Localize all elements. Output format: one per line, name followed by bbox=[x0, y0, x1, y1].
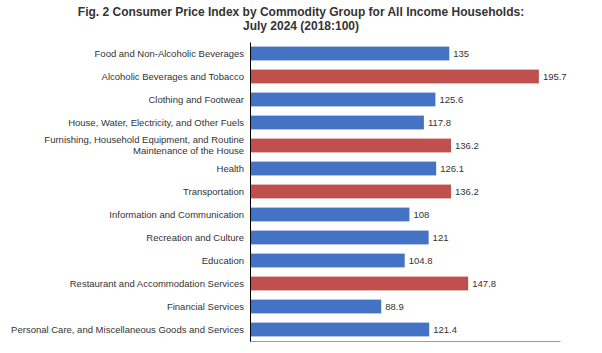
data-label: 195.7 bbox=[543, 71, 567, 82]
tick-label-line: Alcoholic Beverages and Tobacco bbox=[102, 71, 244, 82]
bar bbox=[250, 254, 405, 268]
title-line: July 2024 (2018:100) bbox=[243, 19, 359, 33]
data-label: 136.2 bbox=[455, 186, 479, 197]
tick: Transportation bbox=[183, 186, 250, 197]
y-axis: Food and Non-Alcoholic Beverages Alcoholi… bbox=[11, 43, 250, 342]
tick-label-line: Maintenance of the House bbox=[133, 145, 244, 156]
data-label: 108 bbox=[413, 209, 429, 220]
tick-label: Personal Care, and Miscellaneous Goods a… bbox=[11, 324, 244, 335]
tick: Education bbox=[202, 255, 250, 266]
bar bbox=[250, 162, 436, 176]
data-label: 125.6 bbox=[439, 94, 463, 105]
tick-label: Alcoholic Beverages and Tobacco bbox=[102, 71, 244, 82]
tick-label: Education bbox=[202, 255, 244, 266]
y-axis-line bbox=[250, 43, 251, 342]
data-label: 136.2 bbox=[455, 140, 479, 151]
tick-label: Transportation bbox=[183, 186, 244, 197]
data-label: 121 bbox=[433, 232, 449, 243]
tick-label: Health bbox=[217, 163, 244, 174]
data-labels: 135 195.7 125.6 117.8 136.2 126.1 136.2 108 121 1… bbox=[385, 48, 566, 335]
tick-label: Clothing and Footwear bbox=[148, 94, 244, 105]
tick-label-line: Information and Communication bbox=[109, 209, 244, 220]
tick-label: Information and Communication bbox=[109, 209, 244, 220]
bar bbox=[250, 300, 381, 314]
tick-label: Recreation and Culture bbox=[146, 232, 244, 243]
data-label: 104.8 bbox=[409, 255, 433, 266]
bar bbox=[250, 277, 468, 291]
tick-label-line: Furnishing, Household Equipment, and Rou… bbox=[44, 134, 244, 145]
data-label: 126.1 bbox=[440, 163, 464, 174]
data-label: 117.8 bbox=[428, 117, 451, 128]
tick-label-line: Health bbox=[217, 163, 244, 174]
tick-label: House, Water, Electricity, and Other Fue… bbox=[68, 117, 244, 128]
tick: Clothing and Footwear bbox=[148, 94, 250, 105]
tick-label: Restaurant and Accommodation Services bbox=[70, 278, 245, 289]
bar bbox=[250, 47, 449, 61]
tick-label-line: Financial Services bbox=[167, 301, 244, 312]
title-line: Fig. 2 Consumer Price Index by Commodity… bbox=[78, 5, 524, 19]
data-label: 121.4 bbox=[433, 324, 457, 335]
tick: Furnishing, Household Equipment, and Rou… bbox=[44, 134, 250, 155]
tick: Health bbox=[217, 163, 250, 174]
data-label: 147.8 bbox=[472, 278, 496, 289]
chart: Fig. 2 Consumer Price Index by Commodity… bbox=[0, 0, 602, 353]
data-label: 135 bbox=[453, 48, 469, 59]
tick: Personal Care, and Miscellaneous Goods a… bbox=[11, 324, 250, 335]
bar bbox=[250, 208, 409, 222]
tick: House, Water, Electricity, and Other Fue… bbox=[68, 117, 250, 128]
bar bbox=[250, 93, 435, 107]
title: Fig. 2 Consumer Price Index by Commodity… bbox=[78, 5, 524, 33]
tick-label-line: Transportation bbox=[183, 186, 244, 197]
tick: Recreation and Culture bbox=[146, 232, 250, 243]
tick-label: Furnishing, Household Equipment, and Rou… bbox=[44, 134, 244, 155]
bar bbox=[250, 323, 429, 337]
tick-label: Financial Services bbox=[167, 301, 244, 312]
tick-label: Food and Non-Alcoholic Beverages bbox=[95, 48, 245, 59]
bar bbox=[250, 231, 429, 245]
bar bbox=[250, 185, 451, 199]
data-label: 88.9 bbox=[385, 301, 404, 312]
bar bbox=[250, 139, 451, 153]
x-axis bbox=[251, 341, 561, 342]
tick-label-line: Restaurant and Accommodation Services bbox=[70, 278, 245, 289]
tick-label-line: Recreation and Culture bbox=[146, 232, 244, 243]
tick-label-line: Clothing and Footwear bbox=[148, 94, 244, 105]
bar bbox=[250, 116, 424, 130]
tick: Food and Non-Alcoholic Beverages bbox=[95, 48, 250, 59]
tick: Information and Communication bbox=[109, 209, 250, 220]
bars bbox=[250, 47, 539, 337]
tick-label-line: Food and Non-Alcoholic Beverages bbox=[95, 48, 245, 59]
tick-label-line: Education bbox=[202, 255, 244, 266]
plot: Food and Non-Alcoholic Beverages Alcoholi… bbox=[11, 43, 567, 342]
tick-label-line: House, Water, Electricity, and Other Fue… bbox=[68, 117, 244, 128]
tick: Financial Services bbox=[167, 301, 250, 312]
tick: Alcoholic Beverages and Tobacco bbox=[102, 71, 250, 82]
bar bbox=[250, 70, 539, 84]
tick: Restaurant and Accommodation Services bbox=[70, 278, 250, 289]
x-axis-line bbox=[251, 341, 561, 342]
tick-label-line: Personal Care, and Miscellaneous Goods a… bbox=[11, 324, 244, 335]
